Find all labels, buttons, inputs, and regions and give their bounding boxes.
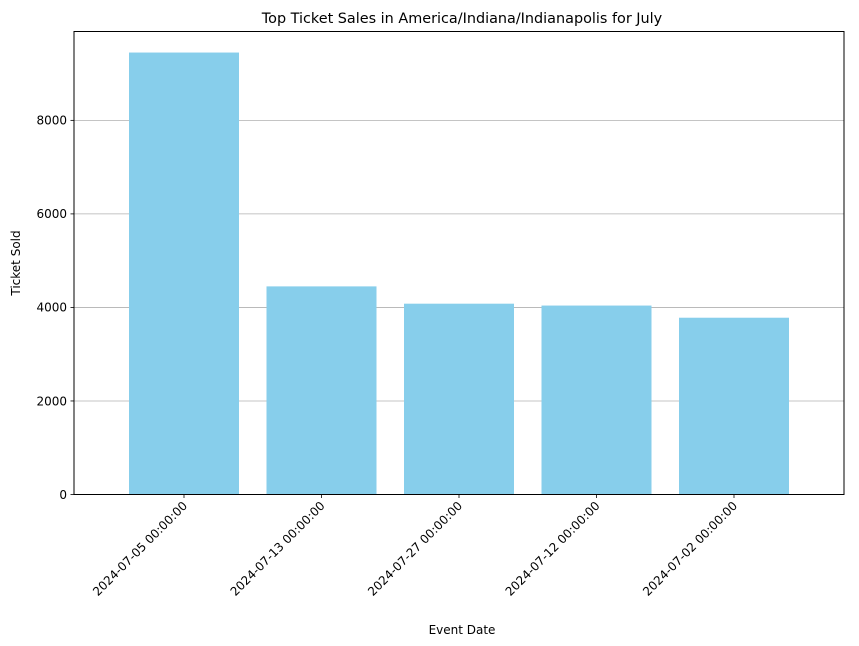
x-tick-label: 2024-07-02 00:00:00: [640, 499, 740, 599]
chart-title: Top Ticket Sales in America/Indiana/Indi…: [261, 11, 663, 27]
bar: [266, 286, 377, 495]
y-tick-label: 4000: [36, 301, 67, 315]
x-tick-label: 2024-07-05 00:00:00: [90, 499, 190, 599]
bar: [541, 305, 652, 495]
y-tick-label: 8000: [36, 114, 67, 128]
bar: [404, 303, 514, 495]
x-tick-label: 2024-07-13 00:00:00: [228, 499, 328, 599]
bars: [129, 52, 789, 495]
x-tick-label: 2024-07-27 00:00:00: [365, 499, 465, 599]
x-axis: 2024-07-05 00:00:00 2024-07-13 00:00:00 20…: [90, 494, 740, 599]
y-tick-label: 6000: [36, 207, 67, 221]
y-tick-label: 2000: [36, 394, 67, 408]
bar: [129, 52, 239, 495]
y-axis: 0 2000 4000 6000 8000: [36, 114, 74, 502]
x-tick-label: 2024-07-12 00:00:00: [503, 499, 603, 599]
x-axis-label: Event Date: [429, 623, 496, 637]
y-tick-label: 0: [59, 488, 67, 502]
bar: [679, 317, 789, 495]
y-axis-label: Ticket Sold: [9, 230, 23, 296]
